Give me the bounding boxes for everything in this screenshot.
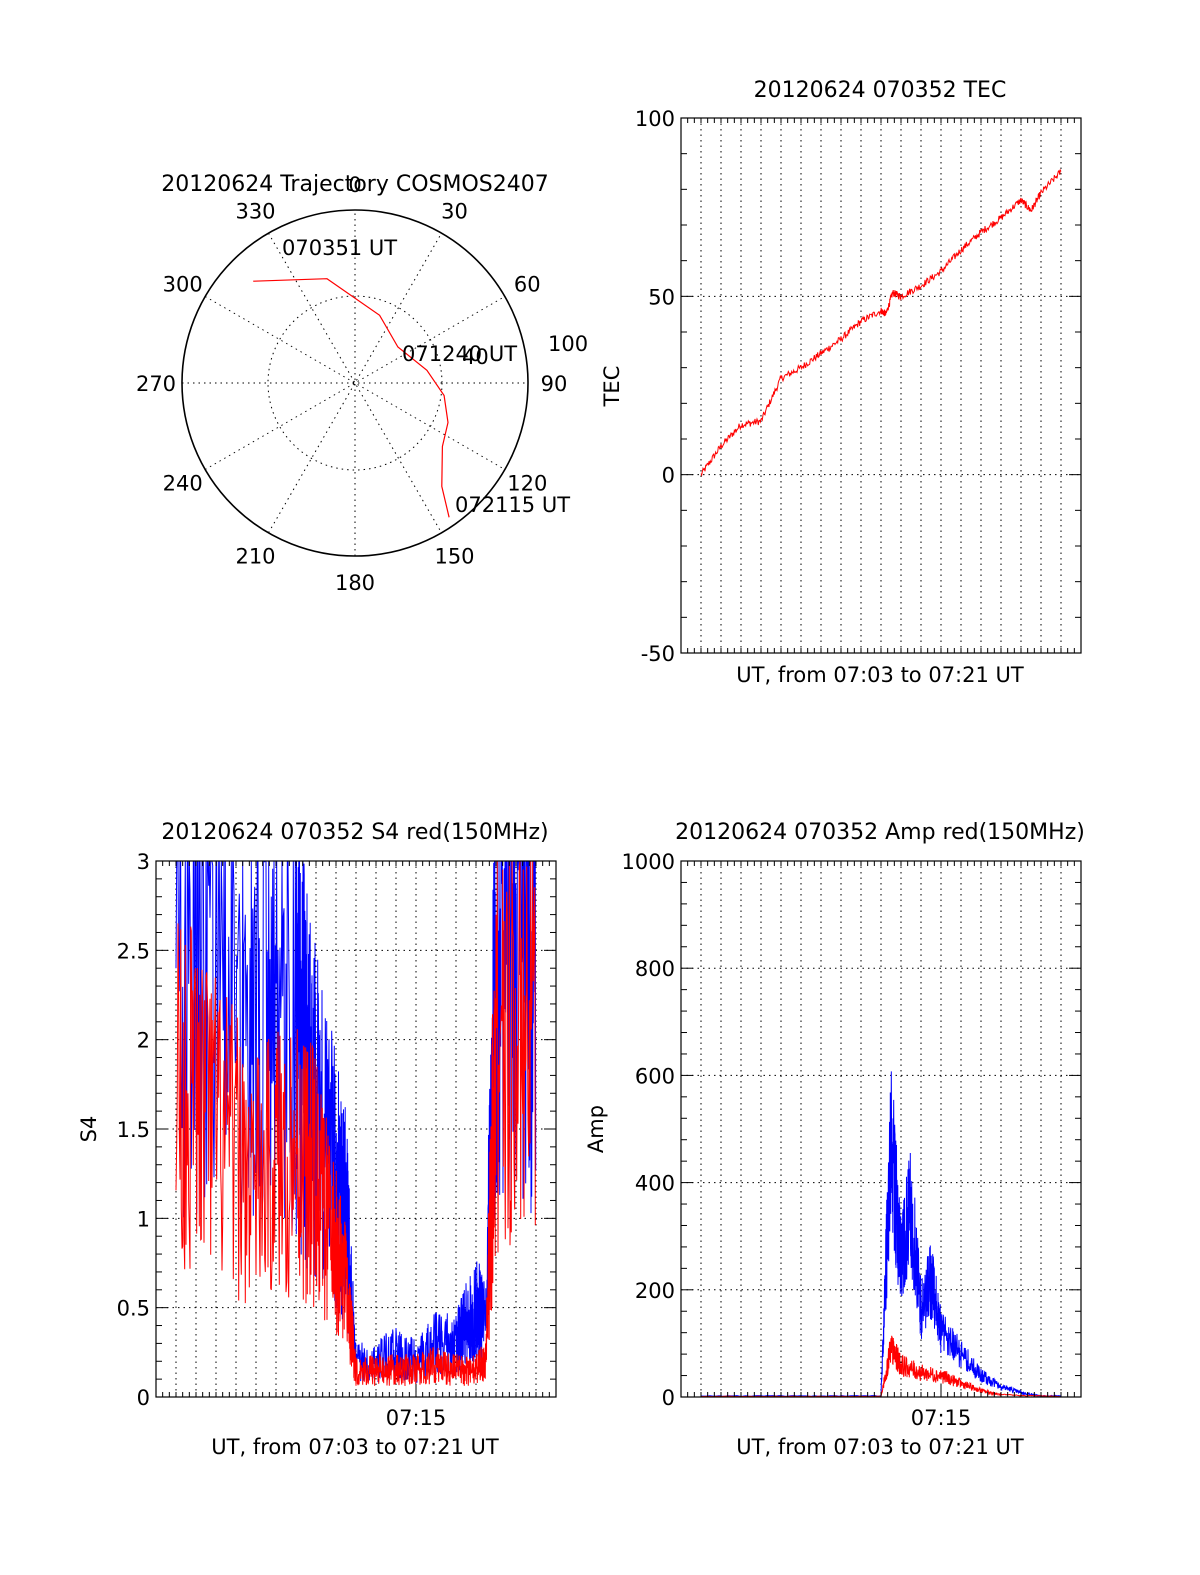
polar-spoke	[204, 296, 506, 470]
tec-title: 20120624 070352 TEC	[754, 78, 1007, 103]
y-tick-label: 50	[648, 285, 675, 309]
polar-radial-label: 100	[548, 332, 588, 356]
s4-y-axis-label: S4	[77, 1116, 101, 1143]
amp-series-red	[700, 1335, 1060, 1398]
y-tick-label: 0	[137, 1386, 150, 1410]
amp-x-axis-label: UT, from 07:03 to 07:21 UT	[736, 1435, 1024, 1459]
polar-azimuth-label: 270	[136, 372, 176, 396]
tec-y-axis-label: TEC	[600, 366, 624, 408]
polar-azimuth-label: 210	[235, 544, 275, 568]
trajectory-mid-label: 071240 UT	[402, 342, 517, 366]
y-tick-label: 1000	[622, 850, 675, 874]
amp-panel: 20120624 070352 Amp red(150MHz) 1000 800 6…	[584, 820, 1085, 1459]
y-tick-label: 100	[635, 107, 675, 131]
amp-y-axis-label: Amp	[584, 1105, 608, 1153]
polar-azimuth-label: 330	[235, 200, 275, 224]
y-tick-label: 2	[137, 1029, 150, 1053]
y-tick-label: 0.5	[117, 1297, 150, 1321]
polar-azimuth-label: 180	[335, 571, 375, 595]
polar-azimuth-label: 90	[541, 372, 568, 396]
s4-title: 20120624 070352 S4 red(150MHz)	[161, 820, 548, 845]
amp-title: 20120624 070352 Amp red(150MHz)	[675, 820, 1085, 845]
polar-outer-circle	[181, 209, 529, 557]
polar-grid	[182, 210, 528, 556]
polar-ring	[267, 295, 443, 471]
s4-x-axis-label: UT, from 07:03 to 07:21 UT	[211, 1435, 499, 1459]
polar-trajectory-line	[253, 278, 450, 518]
polar-spoke	[268, 232, 442, 534]
x-tick-label: 07:15	[911, 1406, 972, 1430]
amp-series	[700, 1071, 1061, 1398]
amp-grid	[681, 861, 1081, 1397]
polar-azimuth-label: 30	[441, 200, 468, 224]
y-tick-label: 600	[635, 1064, 675, 1088]
y-tick-label: 400	[635, 1172, 675, 1196]
tec-series	[700, 168, 1062, 477]
polar-azimuth-label: 150	[434, 544, 474, 568]
y-tick-label: 800	[635, 957, 675, 981]
y-tick-label: 3	[137, 850, 150, 874]
y-tick-label: 1	[137, 1207, 150, 1231]
tec-series-red	[700, 168, 1062, 477]
polar-azimuth-label: 60	[514, 273, 541, 297]
polar-spoke	[204, 296, 506, 470]
y-tick-label: 1.5	[117, 1118, 150, 1142]
s4-ticks: 3 2.5 2 1.5 1 0.5 0 07:15	[117, 850, 557, 1430]
trajectory-start-label: 070351 UT	[282, 236, 397, 260]
s4-series	[175, 860, 537, 1387]
y-tick-label: -50	[641, 642, 675, 666]
polar-trajectory	[253, 278, 450, 518]
y-tick-label: 2.5	[117, 939, 150, 963]
trajectory-mid-overlap-label: 40	[462, 345, 489, 369]
tec-grid	[681, 118, 1081, 653]
trajectory-end-label: 072115 UT	[455, 493, 570, 517]
y-tick-label: 200	[635, 1279, 675, 1303]
polar-azimuth-label: 300	[163, 273, 203, 297]
amp-series-blue	[700, 1071, 1061, 1398]
polar-spoke	[268, 232, 442, 534]
tec-ticks: 100 50 0 -50	[635, 107, 1082, 666]
s4-series-red	[175, 860, 536, 1387]
polar-azimuth-label: 240	[163, 472, 203, 496]
tec-x-axis-label: UT, from 07:03 to 07:21 UT	[736, 663, 1024, 687]
polar-azimuth-labels: 0 30 60 90 120 150 180 210 240 270 300 330	[136, 173, 567, 595]
tec-panel: 20120624 070352 TEC 100 50 0 -50 UT, from 0…	[600, 78, 1082, 687]
y-tick-label: 0	[662, 1386, 675, 1410]
trajectory-title: 20120624 Trajectory COSMOS2407	[161, 172, 548, 197]
s4-panel: 20120624 070352 S4 red(150MHz) 3 2.5 2 1.5 1…	[77, 820, 557, 1459]
polar-azimuth-label: 120	[507, 472, 547, 496]
x-tick-label: 07:15	[386, 1406, 447, 1430]
trajectory-panel: 20120624 Trajectory COSMOS2407 0 30 60 90 12…	[136, 172, 588, 595]
y-tick-label: 0	[662, 464, 675, 488]
polar-azimuth-label: 0	[348, 173, 361, 197]
amp-plot-frame	[680, 860, 1082, 1398]
amp-ticks: 1000 800 600 400 200 0 07:15	[622, 850, 1082, 1430]
